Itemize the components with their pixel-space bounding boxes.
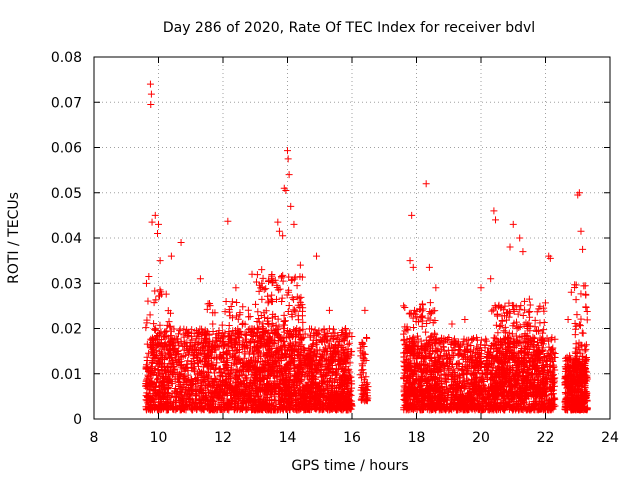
data-point	[232, 312, 240, 320]
data-point	[194, 362, 202, 370]
data-point	[228, 298, 236, 306]
grid-lines	[94, 57, 610, 419]
data-point	[268, 291, 276, 299]
data-point	[301, 330, 309, 338]
data-point	[252, 300, 260, 308]
data-point	[143, 374, 151, 382]
data-point	[218, 321, 226, 329]
data-point	[173, 350, 181, 358]
data-point	[285, 302, 293, 310]
data-point	[151, 326, 159, 334]
data-point	[278, 294, 286, 302]
data-point	[142, 279, 150, 287]
data-point	[227, 302, 235, 310]
data-point	[334, 331, 342, 339]
data-point	[296, 326, 304, 334]
data-point	[225, 321, 233, 329]
data-point	[333, 369, 341, 377]
data-point	[150, 320, 158, 328]
data-point	[177, 337, 185, 345]
data-points	[142, 80, 591, 414]
data-point	[258, 295, 266, 303]
data-point	[166, 323, 174, 331]
data-point	[262, 285, 270, 293]
data-point	[254, 308, 262, 316]
data-point	[144, 297, 152, 305]
data-point	[295, 294, 303, 302]
data-point	[255, 287, 263, 295]
data-point	[222, 298, 230, 306]
data-point	[143, 353, 151, 361]
data-point	[468, 335, 476, 343]
data-point	[244, 306, 252, 314]
data-point	[360, 350, 368, 358]
data-point	[151, 287, 159, 295]
data-point	[209, 320, 217, 328]
data-point	[156, 321, 164, 329]
data-point	[358, 362, 366, 370]
data-point	[346, 329, 354, 337]
data-point	[234, 315, 242, 323]
data-point	[246, 312, 254, 320]
chart-title: Day 286 of 2020, Rate Of TEC Index for r…	[163, 20, 535, 36]
data-point	[311, 326, 319, 334]
data-point	[146, 311, 154, 319]
data-point	[264, 292, 272, 300]
data-point	[259, 274, 267, 282]
data-point	[297, 293, 305, 301]
data-point	[280, 317, 288, 325]
data-point	[233, 298, 241, 306]
data-point	[142, 324, 150, 332]
data-point	[330, 325, 338, 333]
data-point	[550, 363, 558, 371]
data-point	[165, 318, 173, 326]
